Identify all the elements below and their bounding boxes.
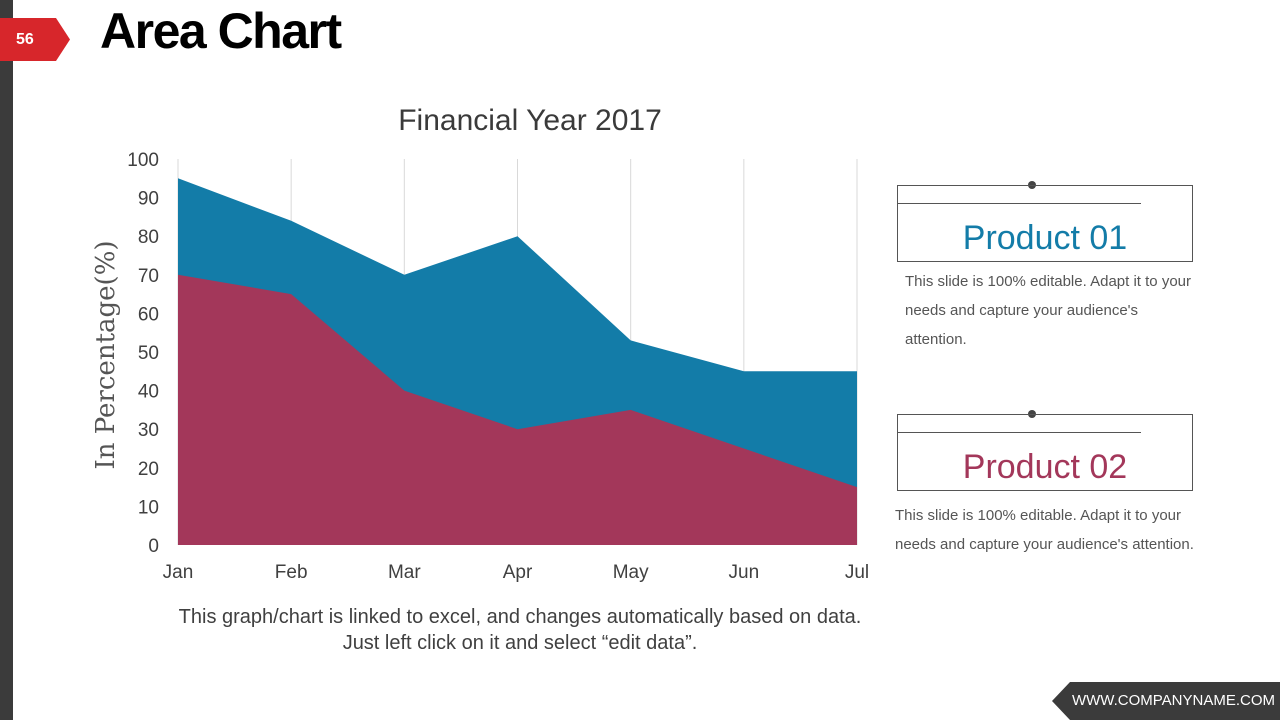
product-02-connector-top <box>897 432 1141 433</box>
product-01-connector-top <box>897 203 1141 204</box>
y-tick-30: 30 <box>138 420 159 441</box>
y-axis-label: In Percentage(%) <box>91 240 121 469</box>
slide-number-badge: 56 <box>0 18 70 61</box>
product-01-description: This slide is 100% editable. Adapt it to… <box>905 273 1191 348</box>
product-01-card: Product 01 This slide is 100% editable. … <box>895 180 1195 360</box>
y-tick-20: 20 <box>138 459 159 480</box>
x-tick-jul: Jul <box>845 562 869 583</box>
x-tick-may: May <box>613 562 649 583</box>
x-tick-jun: Jun <box>729 562 760 583</box>
y-tick-90: 90 <box>138 189 159 210</box>
product-02-card: Product 02 This slide is 100% editable. … <box>895 409 1195 589</box>
page-title: Area Chart <box>100 3 342 59</box>
x-tick-apr: Apr <box>503 562 533 583</box>
product-01-label: Product 01 <box>962 219 1128 257</box>
product-02-frame: Product 02 <box>897 414 1193 491</box>
x-tick-jan: Jan <box>163 562 194 583</box>
chart-title: Financial Year 2017 <box>398 104 662 137</box>
left-side-bar <box>0 0 13 720</box>
product-01-frame: Product 01 <box>897 185 1193 262</box>
x-tick-mar: Mar <box>388 562 421 583</box>
x-axis-ticks: Jan Feb Mar Apr May Jun Jul <box>163 562 869 583</box>
area-series-2 <box>178 274 857 545</box>
y-tick-100: 100 <box>127 150 159 171</box>
y-axis-ticks: 0 10 20 30 40 50 60 70 80 90 100 <box>127 150 159 557</box>
y-tick-50: 50 <box>138 343 159 364</box>
company-url: WWW.COMPANYNAME.COM <box>1052 682 1280 720</box>
area-chart: Financial Year 2017 0 10 20 30 40 50 60 70 80 90 1… <box>91 104 869 583</box>
x-tick-feb: Feb <box>275 562 308 583</box>
y-tick-10: 10 <box>138 497 159 518</box>
chart-areas <box>178 178 857 546</box>
y-tick-60: 60 <box>138 304 159 325</box>
chart-note: This graph/chart is linked to excel, and… <box>178 606 862 654</box>
y-tick-0: 0 <box>148 536 159 557</box>
product-02-label: Product 02 <box>962 448 1128 486</box>
y-tick-80: 80 <box>138 227 159 248</box>
y-tick-40: 40 <box>138 382 159 403</box>
y-tick-70: 70 <box>138 266 159 287</box>
product-02-description: This slide is 100% editable. Adapt it to… <box>895 507 1194 553</box>
